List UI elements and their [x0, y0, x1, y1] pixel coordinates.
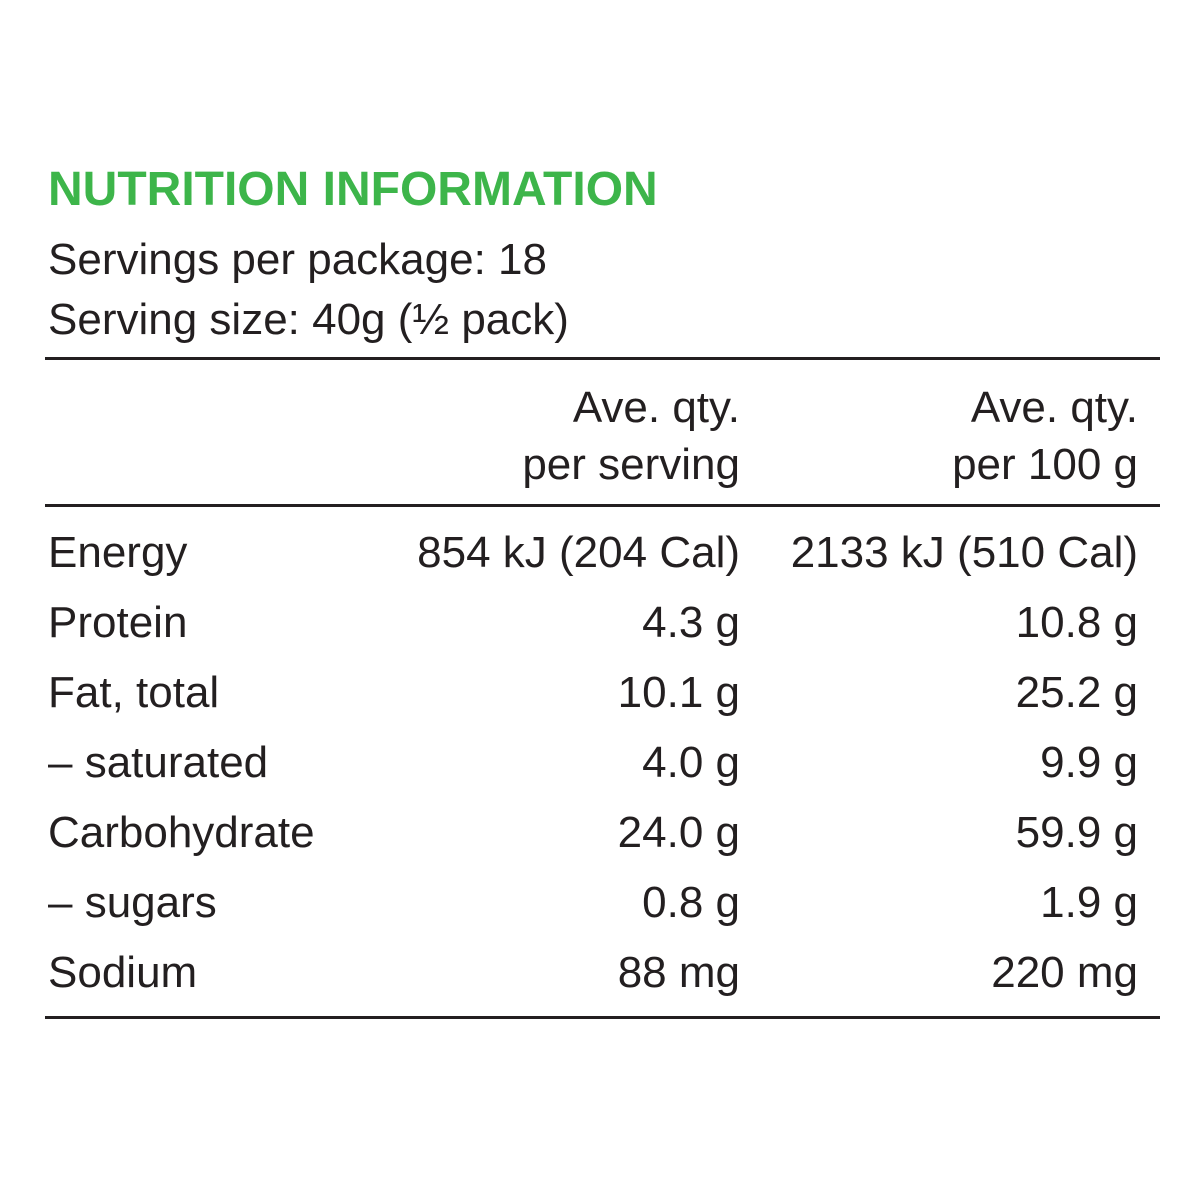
nutrient-value: 854 kJ (204 Cal)	[417, 528, 740, 577]
header: per 100 g	[952, 440, 1138, 489]
rule	[45, 1016, 1160, 1019]
header: Ave. qty.	[970, 383, 1138, 432]
nutrient-value: 24.0 g	[617, 808, 740, 857]
header: Ave. qty.	[572, 383, 740, 432]
nutrient-name: Fat, total	[48, 668, 220, 717]
rule	[45, 357, 1160, 360]
nutrient-name: Carbohydrate	[48, 808, 315, 857]
serving-size: Serving size: 40g (½ pack)	[48, 295, 569, 344]
nutrient-name: Protein	[48, 598, 188, 647]
nutrient-value: 2133 kJ (510 Cal)	[790, 528, 1138, 577]
nutrient-value: 59.9 g	[1015, 808, 1138, 857]
nutrient-value: 0.8 g	[642, 878, 740, 927]
nutrient-value: 4.0 g	[642, 738, 740, 787]
nutrient-name: – saturated	[48, 738, 269, 787]
servings-per-package: Servings per package: 18	[48, 235, 547, 284]
nutrient-value: 4.3 g	[642, 598, 740, 647]
header: per serving	[522, 440, 740, 489]
nutrient-value: 1.9 g	[1040, 878, 1138, 927]
nutrient-value: 25.2 g	[1015, 668, 1138, 717]
nutrient-value: 10.1 g	[617, 668, 740, 717]
nutrient-name: – sugars	[48, 878, 217, 927]
title: NUTRITION INFORMATION	[48, 163, 658, 216]
nutrient-name: Sodium	[48, 948, 198, 997]
nutrient-value: 10.8 g	[1015, 598, 1138, 647]
nutrient-value: 88 mg	[617, 948, 740, 997]
nutrient-value: 9.9 g	[1040, 738, 1138, 787]
nutrient-value: 220 mg	[991, 948, 1138, 997]
rule	[45, 504, 1160, 507]
nutrient-name: Energy	[48, 528, 188, 577]
